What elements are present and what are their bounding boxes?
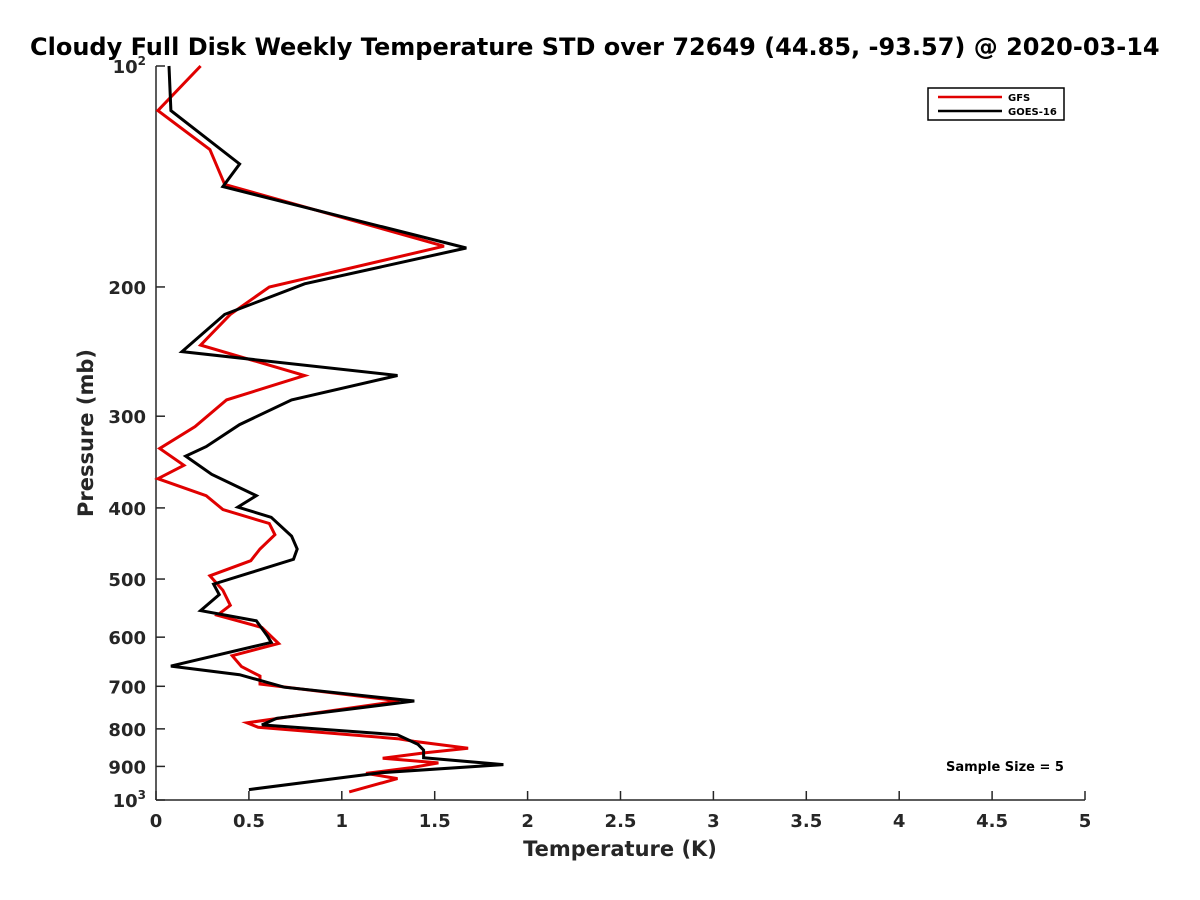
y-tick-label: 500 [108,570,146,591]
x-tick-label: 4 [893,811,906,832]
y-tick-label: 700 [108,677,146,698]
chart-title: Cloudy Full Disk Weekly Temperature STD … [30,33,1160,61]
series-line-goes-16 [167,65,504,792]
sample-size-annotation: Sample Size = 5 [946,760,1064,775]
y-tick-label: 200 [108,278,146,299]
legend-box [927,87,1065,121]
legend: GFS GOES-16 [927,87,1065,121]
x-tick-label: 3 [707,811,720,832]
plot-frame [155,66,1085,801]
x-tick-label: 1.5 [419,811,451,832]
series-line-gfs [154,64,469,794]
y-tick-label: 103 [113,788,146,812]
y-axis-label: Pressure (mb) [74,349,98,517]
x-axis-label: Temperature (K) [523,837,717,861]
y-axis-ticks: 102 200 300 400 500 600 700 800 900 103 [108,54,165,812]
x-tick-label: 4.5 [976,811,1008,832]
x-axis-ticks: 0 0.5 1 1.5 2 2.5 3 3.5 4 4.5 5 [150,791,1092,832]
x-tick-label: 2 [521,811,534,832]
x-tick-label: 2.5 [605,811,637,832]
y-tick-label: 900 [108,757,146,778]
legend-entry: GOES-16 [1008,107,1057,118]
legend-entry: GFS [1008,93,1030,104]
x-tick-label: 0 [150,811,163,832]
y-tick-label: 400 [108,499,146,520]
y-tick-label: 102 [113,54,146,78]
y-tick-label: 300 [108,407,146,428]
y-tick-label: 600 [108,628,146,649]
y-tick-label: 800 [108,720,146,741]
x-tick-label: 5 [1079,811,1092,832]
x-tick-label: 3.5 [790,811,822,832]
series-layer [154,64,504,794]
x-tick-label: 0.5 [233,811,265,832]
x-tick-label: 1 [336,811,349,832]
